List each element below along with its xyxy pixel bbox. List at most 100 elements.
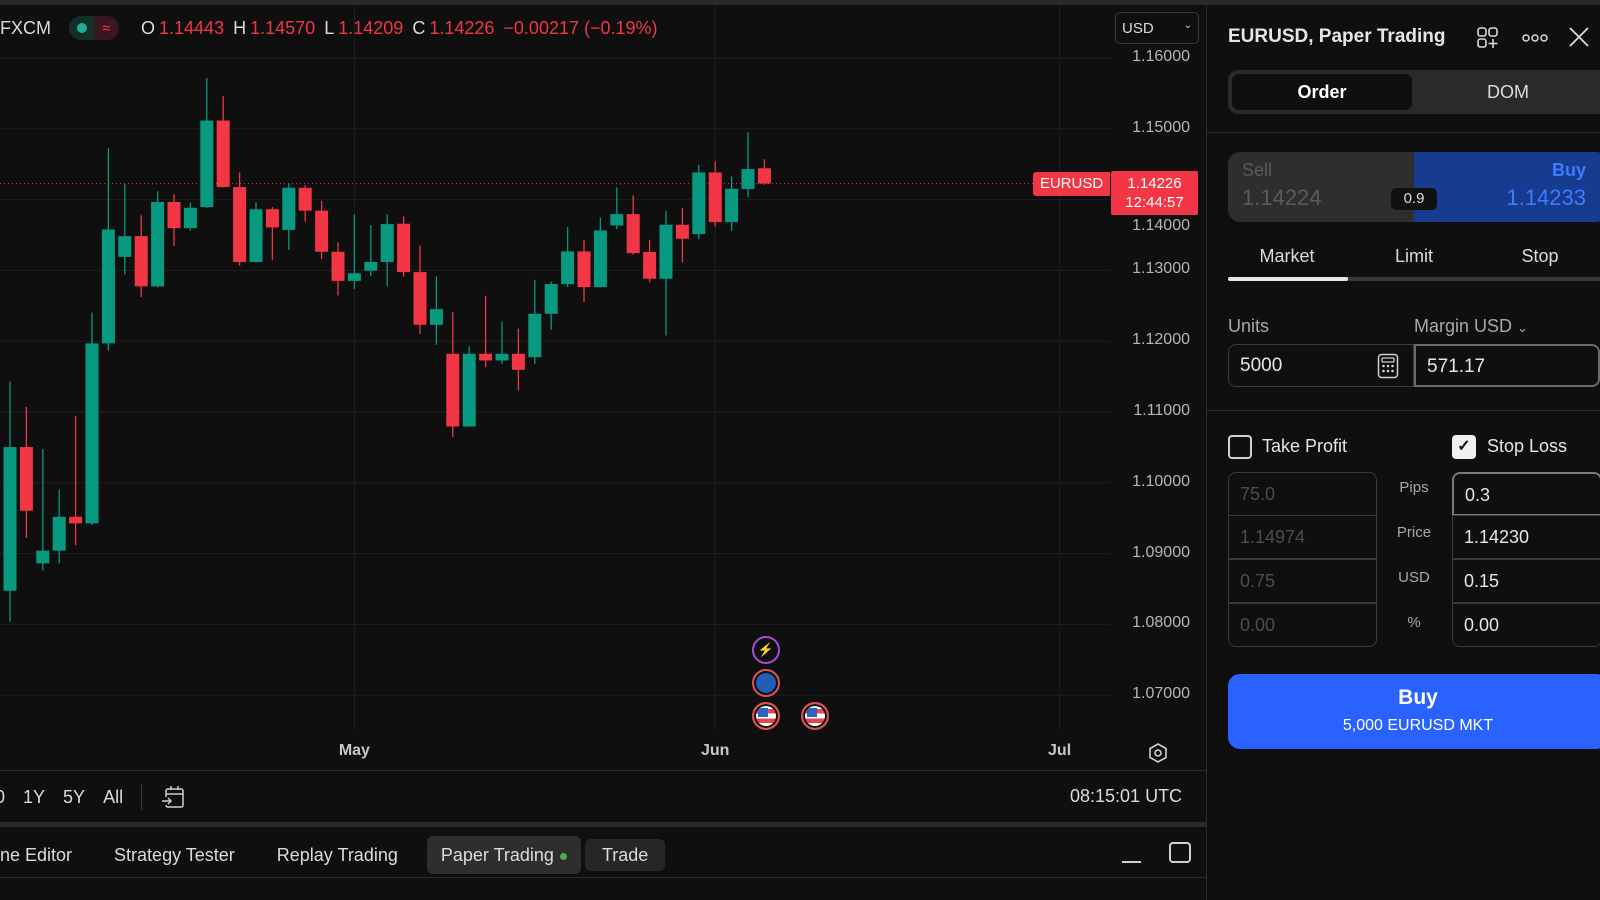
panel-title: EURUSD, Paper Trading bbox=[1228, 26, 1446, 47]
candle-body bbox=[183, 207, 197, 229]
candle bbox=[3, 381, 17, 622]
units-value: 5000 bbox=[1240, 355, 1283, 376]
tab-limit[interactable]: Limit bbox=[1394, 246, 1434, 266]
go-to-date-icon[interactable] bbox=[160, 784, 186, 810]
maximize-icon[interactable] bbox=[1169, 842, 1191, 863]
sell-side-button[interactable]: Sell 1.14224 bbox=[1228, 152, 1414, 222]
top-border bbox=[0, 0, 1600, 5]
tab-strategy-tester[interactable]: Strategy Tester bbox=[114, 845, 235, 865]
chart-settings-icon[interactable] bbox=[1147, 742, 1169, 764]
price-chart[interactable] bbox=[0, 5, 1206, 745]
tab-paper-trading[interactable]: Paper Trading bbox=[426, 836, 581, 874]
layout-add-icon[interactable] bbox=[1476, 26, 1500, 50]
buy-side-button[interactable]: Buy 1.14233 bbox=[1414, 152, 1600, 222]
candle-body bbox=[593, 230, 607, 288]
tab-replay-trading[interactable]: Replay Trading bbox=[276, 845, 398, 865]
price-tick-label: 1.09000 bbox=[1132, 543, 1190, 561]
calculator-icon[interactable] bbox=[1377, 353, 1399, 379]
stop-loss-checkbox[interactable]: ✓ bbox=[1452, 435, 1476, 459]
range-1y-button[interactable]: 1Y bbox=[23, 786, 46, 807]
candle bbox=[233, 172, 247, 266]
high-value: 1.14570 bbox=[250, 17, 316, 38]
margin-currency-select[interactable]: Margin USD ⌄ bbox=[1414, 316, 1528, 337]
eu-flag-event-icon[interactable] bbox=[752, 669, 780, 697]
tab-dom[interactable]: DOM bbox=[1487, 82, 1529, 102]
sl-price-input[interactable]: 1.14230 bbox=[1452, 515, 1600, 559]
buy-button-label: Buy bbox=[1398, 686, 1438, 709]
candle-body bbox=[19, 447, 33, 511]
candle-body bbox=[167, 201, 181, 229]
candle-body bbox=[446, 353, 460, 427]
pips-label: Pips bbox=[1399, 479, 1429, 496]
buy-price: 1.14233 bbox=[1506, 185, 1586, 210]
wave-icon: ≈ bbox=[94, 16, 119, 40]
close-icon[interactable] bbox=[1568, 26, 1590, 48]
candle bbox=[528, 279, 542, 364]
buy-button-sublabel: 5,000 EURUSD MKT bbox=[1342, 717, 1494, 734]
candle-body bbox=[282, 187, 296, 230]
candle bbox=[741, 132, 755, 198]
candle bbox=[462, 346, 476, 427]
candle-body bbox=[151, 201, 165, 287]
divider bbox=[1206, 410, 1600, 411]
panel-resize-handle[interactable] bbox=[0, 822, 1206, 827]
candle-body bbox=[3, 447, 17, 591]
candle-body bbox=[249, 209, 263, 262]
range-all-button[interactable]: All bbox=[103, 786, 124, 807]
us-flag-event-icon[interactable] bbox=[752, 702, 780, 730]
sl-pips-input[interactable]: 0.3 bbox=[1452, 472, 1600, 516]
candle bbox=[216, 96, 230, 188]
tab-stop[interactable]: Stop bbox=[1521, 246, 1559, 266]
candle bbox=[364, 225, 378, 277]
candle bbox=[183, 202, 197, 231]
candle bbox=[757, 159, 771, 185]
candle-body bbox=[52, 516, 66, 551]
divider bbox=[0, 770, 1206, 771]
tab-order[interactable]: Order bbox=[1232, 74, 1412, 110]
currency-value: USD bbox=[1122, 20, 1154, 37]
range-5y-button[interactable]: 5Y bbox=[63, 786, 86, 807]
candle bbox=[19, 407, 33, 538]
candle-body bbox=[134, 236, 148, 287]
candle-body bbox=[380, 224, 394, 262]
tp-pips-input[interactable]: 75.0 bbox=[1228, 472, 1377, 516]
status-pill[interactable]: ≈ bbox=[69, 16, 119, 40]
candle bbox=[692, 164, 706, 240]
candle bbox=[298, 185, 312, 222]
tp-price-input[interactable]: 1.14974 bbox=[1228, 515, 1377, 559]
candle bbox=[85, 312, 99, 526]
tab-pine-editor[interactable]: ne Editor bbox=[0, 845, 73, 865]
candle bbox=[69, 416, 83, 546]
chevron-down-icon: ⌄ bbox=[1183, 20, 1192, 31]
connected-dot-icon bbox=[559, 852, 567, 860]
candle-body bbox=[692, 172, 706, 235]
candle-body bbox=[200, 120, 214, 208]
range-button[interactable]: 0 bbox=[0, 786, 6, 807]
candle bbox=[36, 448, 50, 571]
buy-button[interactable]: Buy 5,000 EURUSD MKT bbox=[1228, 674, 1600, 749]
lightning-event-icon[interactable]: ⚡ bbox=[752, 636, 780, 664]
candle bbox=[675, 208, 689, 263]
sell-price: 1.14224 bbox=[1242, 185, 1322, 210]
open-value: 1.14443 bbox=[159, 17, 225, 38]
time-tick-label: Jul bbox=[1048, 742, 1072, 759]
sl-percent-input[interactable]: 0.00 bbox=[1452, 603, 1600, 647]
tp-percent-input[interactable]: 0.00 bbox=[1228, 603, 1377, 647]
clock-utc[interactable]: 08:15:01 UTC bbox=[1070, 786, 1183, 806]
take-profit-checkbox[interactable] bbox=[1228, 435, 1252, 459]
tp-usd-input[interactable]: 0.75 bbox=[1228, 559, 1377, 603]
currency-select[interactable]: USD ⌄ bbox=[1115, 12, 1199, 44]
checkmark-icon: ✓ bbox=[1457, 438, 1471, 455]
margin-input[interactable]: 571.17 bbox=[1414, 344, 1600, 387]
more-options-icon[interactable] bbox=[1521, 31, 1549, 45]
sl-usd-input[interactable]: 0.15 bbox=[1452, 559, 1600, 603]
candle-body bbox=[577, 251, 591, 288]
take-profit-label: Take Profit bbox=[1262, 436, 1348, 456]
candle bbox=[265, 207, 279, 260]
minimize-icon[interactable] bbox=[1122, 861, 1141, 863]
us-flag-event-icon[interactable] bbox=[801, 702, 829, 730]
candle bbox=[249, 202, 263, 263]
tab-market[interactable]: Market bbox=[1259, 246, 1315, 266]
candle bbox=[380, 214, 394, 286]
trade-button[interactable]: Trade bbox=[584, 839, 666, 871]
